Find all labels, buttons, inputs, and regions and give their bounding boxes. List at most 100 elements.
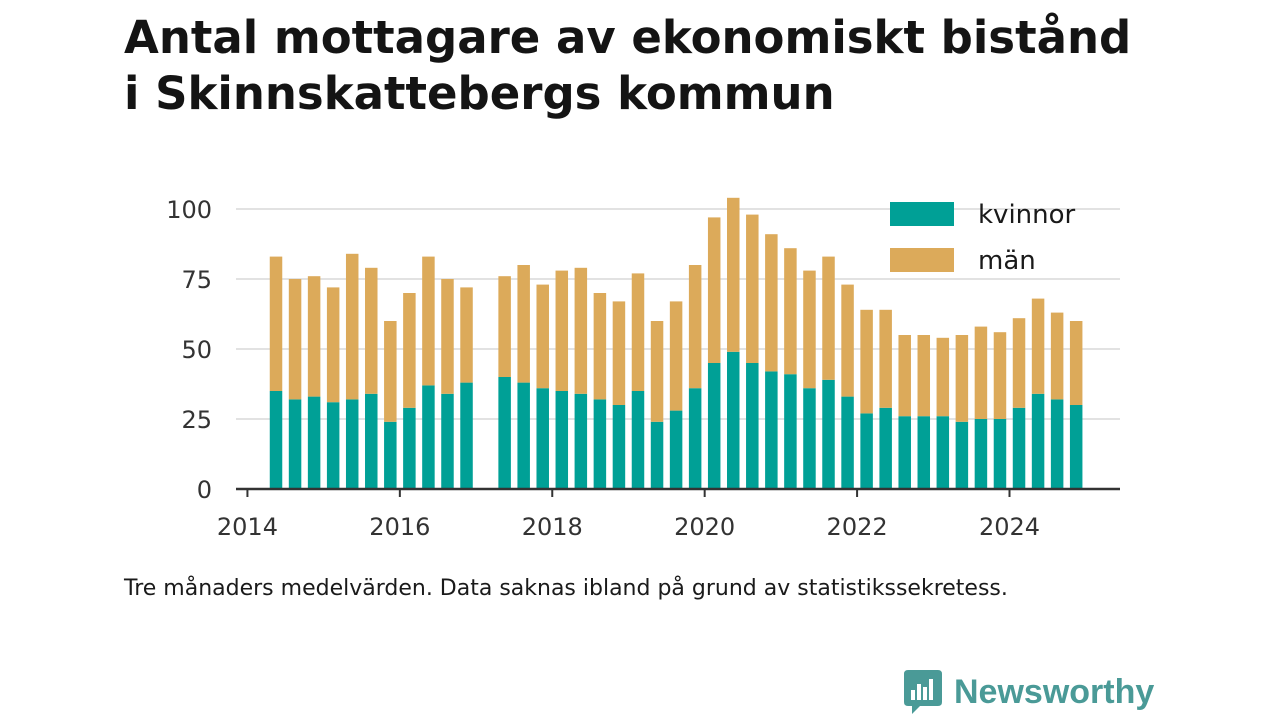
bar-kvinnor [326,402,340,489]
title-line-2: i Skinnskattebergs kommun [124,67,835,120]
bar-man [898,335,911,417]
bar-kvinnor [746,363,759,489]
bar-man [822,256,835,380]
bar-kvinnor [1069,405,1083,489]
chart: 0 25 50 75 100 2014 2016 2018 2020 2022 2024 kvinn… [166,196,1120,541]
title-line-1: Antal mottagare av ekonomiskt bistånd [124,11,1132,64]
bar-kvinnor [460,382,473,489]
bar-man [917,335,931,417]
x-tick-label: 2022 [827,513,888,541]
bar-man [441,279,454,394]
legend-swatch [890,202,954,226]
bar-kvinnor [669,410,683,489]
bar-man [555,270,569,391]
bar-man [688,265,702,389]
bar-kvinnor [727,351,740,489]
bar-kvinnor [841,396,854,489]
bar-man [422,256,435,386]
bar-man [1050,312,1064,400]
x-tick-label: 2018 [522,513,583,541]
bar-man [955,335,969,422]
bar-kvinnor [422,385,435,489]
bar-kvinnor [555,391,569,489]
bar-man [403,293,416,408]
bar-kvinnor [993,419,1007,489]
bar-man [1012,318,1026,408]
bar-man [765,234,778,372]
bar-kvinnor [765,371,778,489]
bar-man [803,270,816,389]
bar-kvinnor [631,391,645,489]
bar-kvinnor [517,382,530,489]
legend-label: kvinnor [978,200,1076,230]
bar-kvinnor [784,374,797,489]
y-tick-label: 100 [166,196,212,224]
bar-kvinnor [955,421,969,489]
bar-man [536,284,549,389]
y-tick-label: 50 [181,336,212,364]
bar-kvinnor [612,405,626,489]
legend-label: män [978,246,1036,276]
brand-name: Newsworthy [954,672,1155,711]
newsworthy-logo-icon [904,670,942,714]
bar-man [345,253,359,400]
bar-man [746,214,759,363]
bar-man [384,321,397,422]
bar-kvinnor [650,421,664,489]
x-tick-label: 2016 [369,513,430,541]
bar-kvinnor [822,379,835,489]
bar-kvinnor [936,416,950,489]
bar-man [727,197,740,352]
x-tick-label: 2014 [217,513,278,541]
bar-kvinnor [879,407,892,489]
bar-kvinnor [441,393,454,489]
bar-man [936,337,950,417]
bar-kvinnor [917,416,931,489]
bar-kvinnor [498,377,511,489]
bar-kvinnor [269,391,283,489]
bar-kvinnor [688,388,702,489]
bar-kvinnor [384,421,397,489]
x-tick-label: 2024 [979,513,1040,541]
bar-kvinnor [1012,407,1026,489]
chart-caption: Tre månaders medelvärden. Data saknas ib… [124,576,1008,601]
bar-man [326,287,340,403]
axes: 0 25 50 75 100 2014 2016 2018 2020 2022 2024 [166,196,1120,541]
bar-kvinnor [593,399,607,489]
bar-kvinnor [345,399,359,489]
x-tick-label: 2020 [674,513,735,541]
bar-man [650,321,664,422]
bar-kvinnor [288,399,302,489]
bars [269,197,1083,489]
bar-kvinnor [403,407,416,489]
bar-man [841,284,854,397]
bar-man [993,332,1007,419]
bar-kvinnor [1031,393,1045,489]
y-tick-label: 0 [197,476,212,504]
bar-kvinnor [536,388,549,489]
bar-kvinnor [707,363,721,489]
bar-man [517,265,530,383]
bar-man [784,248,797,375]
bar-man [669,301,683,411]
bar-man [593,293,607,400]
bar-man [574,267,588,394]
bar-kvinnor [365,393,378,489]
brand: Newsworthy [902,668,1154,716]
bar-kvinnor [307,396,321,489]
bar-kvinnor [803,388,816,489]
bar-man [365,267,378,394]
bar-kvinnor [574,393,588,489]
bar-man [269,256,283,391]
bar-man [612,301,626,405]
bar-man [860,309,873,414]
bar-man [1031,298,1045,394]
chart-title: Antal mottagare av ekonomiskt bistånd i … [124,10,1224,122]
bar-kvinnor [898,416,911,489]
bar-man [288,279,302,400]
legend: kvinnor män [890,200,1076,276]
legend-swatch [890,248,954,272]
bar-man [1069,321,1083,405]
bar-man [974,326,988,419]
y-tick-label: 25 [181,406,212,434]
